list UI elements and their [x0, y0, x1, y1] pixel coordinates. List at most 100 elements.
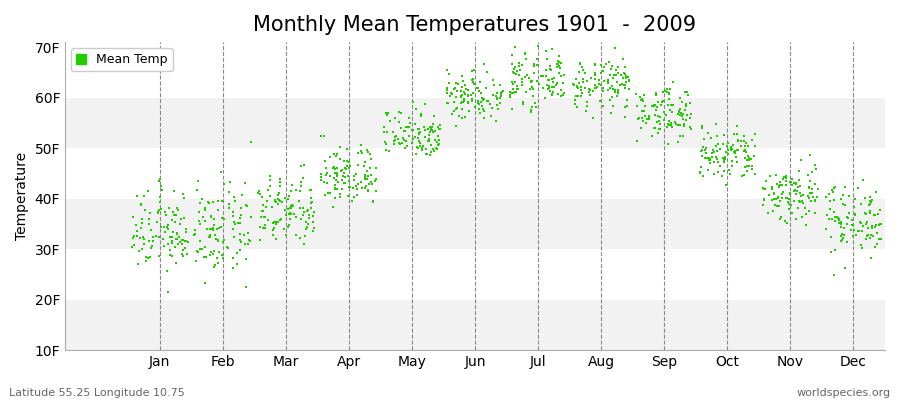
Point [161, 205, 176, 211]
Point [636, 108, 651, 114]
Point [206, 250, 220, 257]
Point [489, 93, 503, 99]
Point [724, 146, 739, 153]
Point [461, 98, 475, 105]
Point [212, 249, 226, 256]
Point [512, 72, 526, 78]
Point [346, 177, 361, 183]
Point [328, 153, 343, 160]
Legend: Mean Temp: Mean Temp [71, 48, 173, 71]
Point [542, 77, 556, 84]
Point [771, 182, 786, 189]
Point [473, 90, 488, 97]
Point [280, 224, 294, 230]
Point [526, 70, 541, 76]
Point [329, 177, 344, 183]
Point [303, 200, 318, 206]
Point [803, 178, 817, 184]
Point [379, 110, 393, 116]
Point [410, 134, 425, 141]
Point [233, 212, 248, 218]
Point [551, 91, 565, 97]
Point [472, 88, 486, 94]
Point [727, 131, 742, 137]
Point [284, 203, 298, 210]
Point [826, 197, 841, 203]
Point [446, 108, 461, 114]
Point [227, 219, 241, 226]
Point [780, 220, 795, 226]
Point [296, 175, 310, 182]
Point [300, 224, 314, 230]
Point [284, 188, 298, 194]
Point [582, 86, 597, 93]
Point [742, 162, 756, 169]
Point [368, 177, 382, 184]
Point [516, 100, 530, 107]
Point [553, 59, 567, 66]
Point [208, 262, 222, 269]
Point [728, 154, 742, 160]
Point [794, 157, 808, 163]
Point [356, 185, 370, 191]
Point [175, 250, 189, 257]
Point [188, 231, 202, 237]
Point [737, 133, 751, 139]
Point [304, 195, 319, 202]
Point [739, 168, 753, 175]
Point [711, 141, 725, 147]
Point [221, 200, 236, 207]
Point [172, 234, 186, 240]
Point [526, 63, 541, 70]
Point [632, 115, 646, 121]
Point [255, 194, 269, 200]
Point [734, 173, 749, 179]
Point [847, 204, 861, 210]
Point [135, 246, 149, 252]
Point [630, 138, 644, 144]
Point [523, 86, 537, 92]
Point [152, 206, 166, 213]
Point [838, 184, 852, 191]
Point [513, 67, 527, 74]
Point [617, 114, 632, 120]
Point [778, 182, 793, 188]
Point [550, 80, 564, 86]
Point [138, 207, 152, 213]
Point [401, 124, 416, 130]
Point [642, 114, 656, 121]
Point [837, 225, 851, 231]
Point [327, 151, 341, 157]
Point [428, 145, 443, 151]
Point [477, 115, 491, 121]
Point [543, 66, 557, 72]
Point [703, 160, 717, 166]
Point [329, 165, 344, 172]
Point [869, 230, 884, 237]
Point [427, 146, 441, 152]
Point [410, 144, 424, 150]
Point [792, 198, 806, 204]
Point [630, 103, 644, 110]
Point [738, 140, 752, 146]
Point [221, 188, 236, 195]
Point [796, 213, 810, 220]
Point [546, 89, 561, 95]
Point [724, 146, 738, 153]
Point [461, 99, 475, 105]
Point [804, 152, 818, 158]
Point [744, 156, 759, 163]
Point [479, 85, 493, 92]
Point [341, 178, 356, 184]
Point [503, 88, 517, 95]
Point [471, 100, 485, 106]
Point [836, 235, 850, 241]
Point [662, 86, 677, 93]
Point [604, 66, 618, 72]
Point [232, 231, 247, 237]
Point [349, 186, 364, 192]
Point [491, 95, 505, 101]
Point [552, 70, 566, 76]
Point [142, 238, 157, 244]
Point [524, 107, 538, 114]
